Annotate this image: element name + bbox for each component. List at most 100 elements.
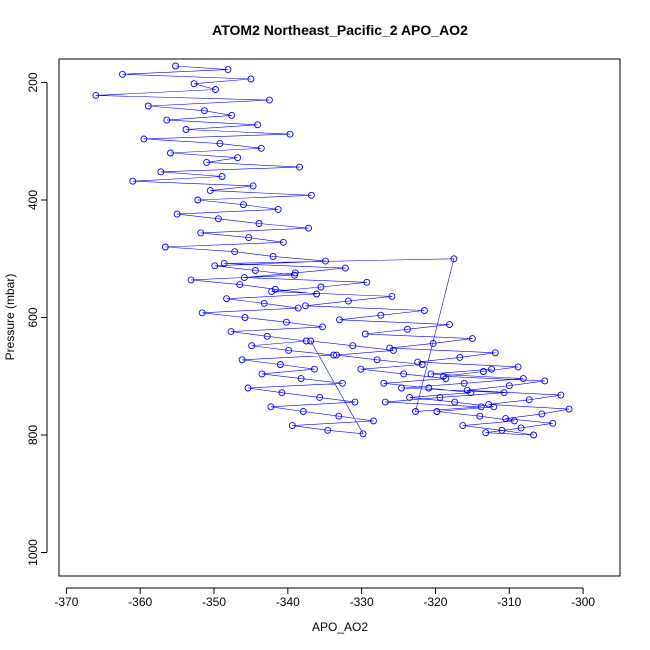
data-point (161, 243, 169, 251)
x-tick-label: -350 (202, 595, 226, 609)
data-point (163, 116, 171, 124)
x-axis-label: APO_AO2 (312, 620, 368, 634)
y-axis: 200 400 600 800 1000 (26, 72, 48, 566)
data-point (427, 370, 435, 378)
data-point (265, 96, 273, 104)
data-point (336, 316, 343, 324)
data-point (324, 426, 332, 434)
data-point (456, 353, 464, 361)
data-point (258, 370, 266, 378)
data-point (450, 255, 458, 263)
data-point (373, 356, 381, 364)
plot-frame (58, 58, 621, 577)
data-point (251, 267, 259, 274)
data-point (220, 259, 228, 267)
data-point (488, 365, 496, 373)
data-point (463, 386, 471, 394)
data-point (187, 276, 195, 284)
data-point (223, 295, 231, 303)
data-point (451, 398, 459, 406)
data-point (351, 398, 359, 406)
data-point (330, 351, 338, 359)
y-tick-label: 600 (26, 307, 40, 327)
data-point (403, 325, 411, 333)
x-tick-label: -340 (276, 595, 300, 609)
data-point (296, 163, 304, 171)
y-tick-label: 1000 (26, 539, 40, 566)
y-axis-label: Pressure (mbar) (3, 274, 17, 361)
data-point (211, 262, 219, 270)
data-point (257, 144, 265, 152)
x-tick-label: -300 (571, 595, 595, 609)
x-tick-label: -370 (54, 595, 78, 609)
data-point (200, 107, 208, 115)
data-point (425, 384, 433, 392)
data-point (341, 264, 349, 272)
data-point (254, 121, 262, 129)
data-point (436, 393, 444, 401)
data-point (414, 358, 422, 366)
data-point (467, 389, 475, 397)
data-point (482, 429, 490, 437)
data-point (557, 391, 565, 399)
data-point (377, 311, 385, 319)
data-point (302, 337, 310, 345)
x-tick-label: -360 (128, 595, 152, 609)
data-point (381, 398, 389, 406)
data-point (420, 307, 428, 314)
data-point (291, 269, 299, 277)
x-tick-label: -310 (497, 595, 521, 609)
data-point (227, 328, 235, 336)
data-point (203, 158, 211, 166)
data-point (248, 342, 256, 350)
data-point (271, 285, 279, 293)
data-point (530, 431, 538, 439)
series-group (92, 62, 573, 439)
chart-title: ATOM2 Northeast_Pacific_2 APO_AO2 (212, 22, 468, 38)
data-point (236, 281, 244, 289)
data-point (514, 363, 522, 371)
data-point (228, 111, 236, 119)
data-point (310, 365, 318, 373)
data-point (477, 403, 485, 411)
data-point (267, 403, 275, 411)
data-point (433, 408, 441, 415)
data-point (274, 205, 282, 213)
data-point (386, 344, 394, 352)
data-point (538, 410, 546, 418)
y-tick-label: 800 (26, 425, 40, 445)
data-point (238, 356, 246, 364)
data-point (279, 238, 287, 246)
data-point (241, 314, 249, 321)
data-point (214, 215, 222, 223)
data-point (344, 297, 352, 305)
series-line (95, 65, 570, 436)
data-point (240, 274, 248, 282)
x-tick-label: -320 (423, 595, 447, 609)
data-point (255, 220, 263, 227)
data-point (316, 393, 324, 401)
data-point (500, 389, 508, 397)
y-tick-label: 400 (26, 190, 40, 210)
data-point (92, 91, 100, 99)
data-point (194, 196, 202, 204)
data-point (286, 130, 294, 138)
data-point (406, 393, 414, 401)
data-point (278, 389, 286, 397)
data-point (505, 382, 513, 390)
data-point (245, 234, 253, 242)
data-point (389, 346, 397, 354)
data-point (247, 75, 255, 83)
data-point (231, 248, 239, 256)
data-point (429, 339, 437, 347)
data-point (140, 135, 148, 143)
data-point (198, 309, 206, 317)
data-point (363, 278, 371, 286)
data-point (498, 426, 506, 434)
data-point (519, 375, 527, 383)
data-point (276, 361, 284, 368)
data-point (317, 283, 325, 291)
data-point (388, 292, 396, 300)
data-point (302, 302, 309, 310)
data-point (182, 126, 190, 133)
